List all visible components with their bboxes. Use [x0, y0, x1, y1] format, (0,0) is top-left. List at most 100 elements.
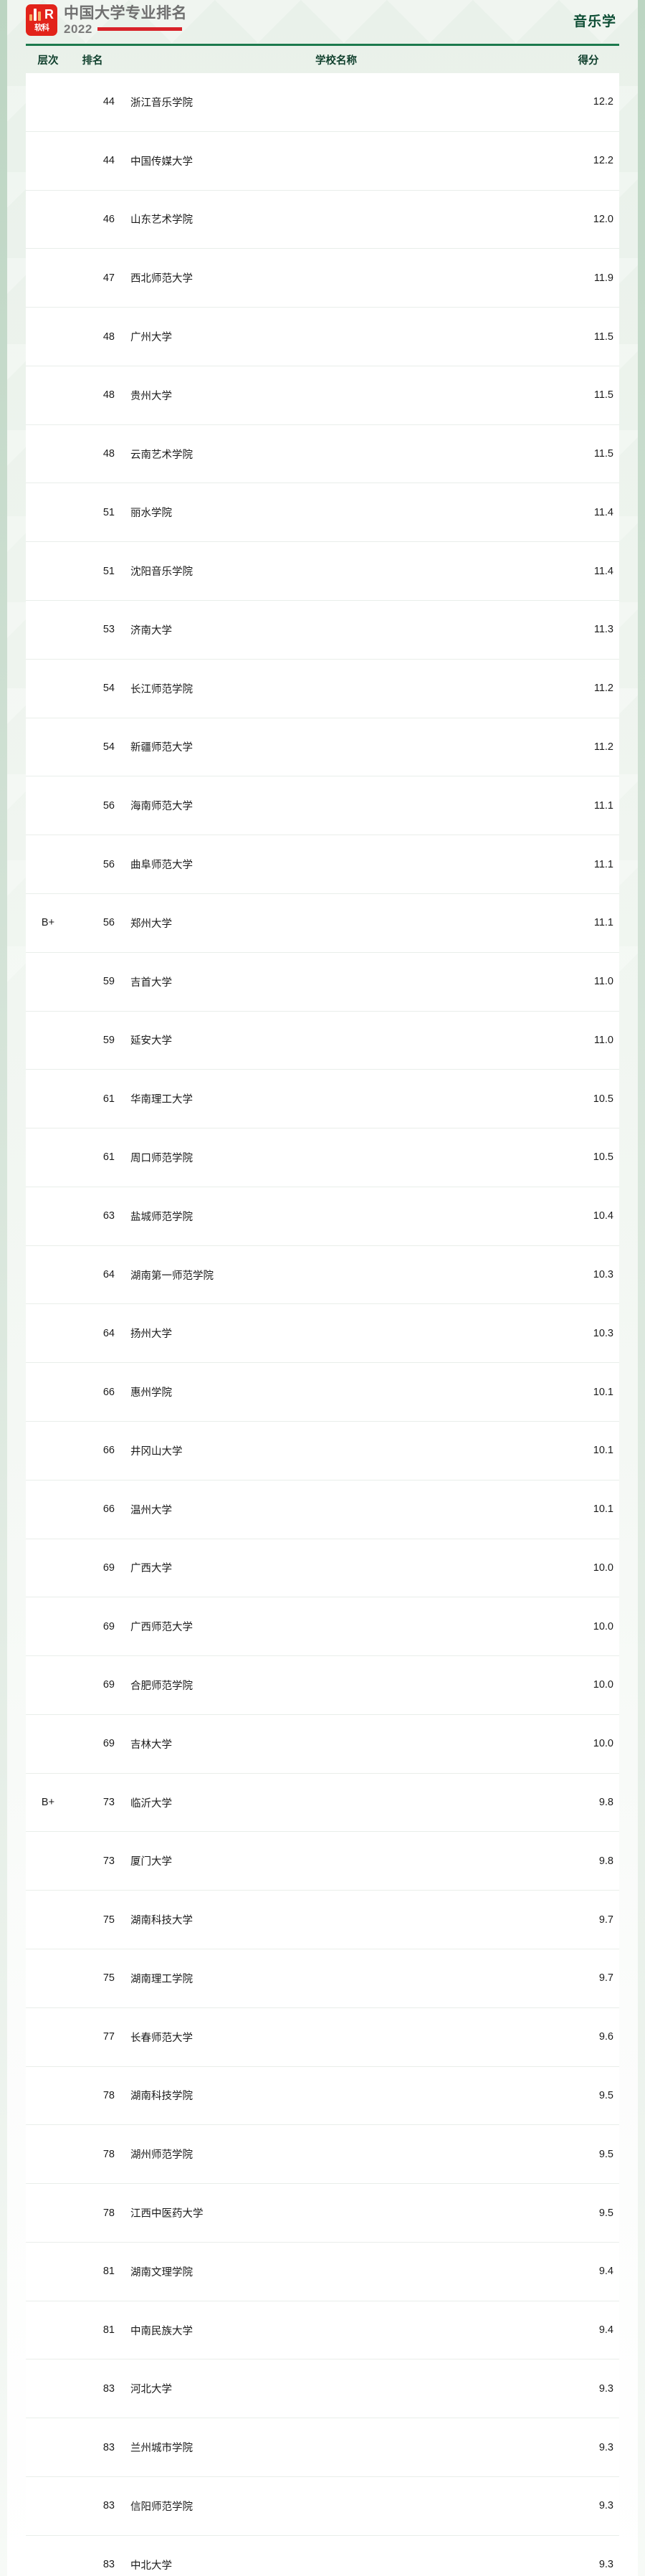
table-row[interactable]: B+ 56 郑州大学 11.1	[26, 893, 619, 953]
table-row[interactable]: 81 湖南文理学院 9.4	[26, 2242, 619, 2301]
cell-school-name[interactable]: 海南师范大学	[130, 801, 193, 813]
table-row[interactable]: 56 海南师范大学 11.1	[26, 776, 619, 836]
cell-school-name[interactable]: 中国传媒大学	[130, 156, 193, 168]
cell-school-name[interactable]: 山东艺术学院	[130, 214, 193, 227]
cell-score: 10.1	[593, 1503, 613, 1516]
cell-school-name[interactable]: 云南艺术学院	[130, 449, 193, 461]
cell-school-name[interactable]: 周口师范学院	[130, 1152, 193, 1164]
cell-score: 12.0	[593, 213, 613, 225]
table-row[interactable]: 48 云南艺术学院 11.5	[26, 424, 619, 484]
table-row[interactable]: 77 长春师范大学 9.6	[26, 2007, 619, 2067]
table-row[interactable]: 83 河北大学 9.3	[26, 2359, 619, 2419]
table-row[interactable]: 75 湖南科技大学 9.7	[26, 1891, 619, 1949]
cell-school-name[interactable]: 河北大学	[130, 2384, 172, 2396]
cell-school-name[interactable]: 华南理工大学	[130, 1094, 193, 1106]
table-row[interactable]: 56 曲阜师范大学 11.1	[26, 835, 619, 894]
cell-score: 11.3	[593, 624, 613, 636]
red-accent-bar	[97, 27, 182, 31]
cell-school-name[interactable]: 曲阜师范大学	[130, 860, 193, 872]
cell-score: 9.8	[598, 1855, 613, 1867]
table-row[interactable]: 54 新疆师范大学 11.2	[26, 718, 619, 777]
cell-school-name[interactable]: 湖南理工学院	[130, 1973, 193, 1985]
cell-school-name[interactable]: 广西师范大学	[130, 1622, 193, 1634]
cell-rank: 73	[102, 1797, 115, 1809]
table-row[interactable]: B+ 73 临沂大学 9.8	[26, 1773, 619, 1833]
cell-school-name[interactable]: 盐城师范学院	[130, 1211, 193, 1223]
table-row[interactable]: 83 信阳师范学院 9.3	[26, 2477, 619, 2536]
cell-school-name[interactable]: 湖南科技大学	[130, 1915, 193, 1927]
table-row[interactable]: 48 广州大学 11.5	[26, 308, 619, 366]
table-row[interactable]: 46 山东艺术学院 12.0	[26, 190, 619, 249]
table-row[interactable]: 51 沈阳音乐学院 11.4	[26, 542, 619, 602]
cell-school-name[interactable]: 中北大学	[130, 2560, 172, 2572]
table-row[interactable]: 53 济南大学 11.3	[26, 601, 619, 660]
cell-school-name[interactable]: 温州大学	[130, 1504, 172, 1516]
cell-school-name[interactable]: 中南民族大学	[130, 2325, 193, 2337]
table-row[interactable]: 64 扬州大学 10.3	[26, 1304, 619, 1364]
cell-rank: 83	[102, 2500, 115, 2512]
table-row[interactable]: 73 厦门大学 9.8	[26, 1832, 619, 1891]
cell-school-name[interactable]: 吉林大学	[130, 1739, 172, 1751]
cell-rank: 64	[102, 1269, 115, 1281]
table-row[interactable]: 69 吉林大学 10.0	[26, 1714, 619, 1774]
cell-school-name[interactable]: 长江师范学院	[130, 683, 193, 695]
table-row[interactable]: 48 贵州大学 11.5	[26, 366, 619, 425]
table-row[interactable]: 59 延安大学 11.0	[26, 1011, 619, 1070]
cell-school-name[interactable]: 湖南第一师范学院	[130, 1270, 214, 1282]
cell-school-name[interactable]: 信阳师范学院	[130, 2501, 193, 2513]
cell-school-name[interactable]: 丽水学院	[130, 508, 172, 520]
table-row[interactable]: 75 湖南理工学院 9.7	[26, 1949, 619, 2008]
table-row[interactable]: 69 广西师范大学 10.0	[26, 1597, 619, 1657]
cell-school-name[interactable]: 长春师范大学	[130, 2032, 193, 2044]
cell-score: 11.1	[593, 917, 613, 929]
table-row[interactable]: 78 江西中医药大学 9.5	[26, 2184, 619, 2243]
cell-school-name[interactable]: 扬州大学	[130, 1329, 172, 1341]
cell-school-name[interactable]: 广西大学	[130, 1563, 172, 1575]
table-row[interactable]: 63 盐城师范学院 10.4	[26, 1187, 619, 1246]
table-row[interactable]: 66 温州大学 10.1	[26, 1480, 619, 1539]
ranking-table: 层次 排名 学校名称 得分 44 浙江音乐学院 12.2 44 中国传媒大学 12.2 46…	[16, 44, 629, 2576]
table-row[interactable]: 54 长江师范学院 11.2	[26, 659, 619, 718]
table-row[interactable]: 66 井冈山大学 10.1	[26, 1421, 619, 1481]
cell-school-name[interactable]: 广州大学	[130, 332, 172, 344]
cell-school-name[interactable]: 兰州城市学院	[130, 2443, 193, 2455]
cell-school-name[interactable]: 厦门大学	[130, 1856, 172, 1868]
table-row[interactable]: 44 浙江音乐学院 12.2	[26, 73, 619, 132]
cell-school-name[interactable]: 湖州师范学院	[130, 2149, 193, 2162]
table-row[interactable]: 66 惠州学院 10.1	[26, 1363, 619, 1422]
table-row[interactable]: 61 周口师范学院 10.5	[26, 1128, 619, 1187]
cell-school-name[interactable]: 湖南科技学院	[130, 2091, 193, 2103]
cell-school-name[interactable]: 新疆师范大学	[130, 742, 193, 754]
table-row[interactable]: 59 吉首大学 11.0	[26, 952, 619, 1012]
table-row[interactable]: 44 中国传媒大学 12.2	[26, 131, 619, 191]
cell-school-name[interactable]: 惠州学院	[130, 1387, 172, 1399]
cell-school-name[interactable]: 延安大学	[130, 1035, 172, 1047]
table-row[interactable]: 83 兰州城市学院 9.3	[26, 2418, 619, 2478]
cell-school-name[interactable]: 浙江音乐学院	[130, 97, 193, 109]
cell-school-name[interactable]: 合肥师范学院	[130, 1680, 193, 1692]
cell-school-name[interactable]: 临沂大学	[130, 1797, 172, 1810]
table-row[interactable]: 69 合肥师范学院 10.0	[26, 1656, 619, 1715]
cell-school-name[interactable]: 湖南文理学院	[130, 2266, 193, 2278]
cell-school-name[interactable]: 沈阳音乐学院	[130, 566, 193, 579]
cell-school-name[interactable]: 西北师范大学	[130, 273, 193, 285]
cell-school-name[interactable]: 吉首大学	[130, 976, 172, 989]
cell-score: 9.7	[598, 1972, 613, 1985]
table-row[interactable]: 81 中南民族大学 9.4	[26, 2301, 619, 2360]
cell-school-name[interactable]: 济南大学	[130, 624, 172, 637]
table-row[interactable]: 83 中北大学 9.3	[26, 2535, 619, 2576]
table-row[interactable]: 47 西北师范大学 11.9	[26, 249, 619, 308]
table-row[interactable]: 78 湖州师范学院 9.5	[26, 2125, 619, 2185]
cell-score: 10.1	[593, 1445, 613, 1457]
table-row[interactable]: 61 华南理工大学 10.5	[26, 1070, 619, 1129]
table-row[interactable]: 78 湖南科技学院 9.5	[26, 2066, 619, 2126]
cell-school-name[interactable]: 江西中医药大学	[130, 2208, 204, 2220]
page-title: 中国大学专业排名	[64, 4, 187, 22]
table-row[interactable]: 51 丽水学院 11.4	[26, 483, 619, 543]
cell-school-name[interactable]: 井冈山大学	[130, 1445, 183, 1458]
cell-school-name[interactable]: 贵州大学	[130, 390, 172, 402]
cell-school-name[interactable]: 郑州大学	[130, 918, 172, 930]
cell-rank: 56	[102, 858, 115, 870]
table-row[interactable]: 64 湖南第一师范学院 10.3	[26, 1245, 619, 1305]
table-row[interactable]: 69 广西大学 10.0	[26, 1539, 619, 1598]
